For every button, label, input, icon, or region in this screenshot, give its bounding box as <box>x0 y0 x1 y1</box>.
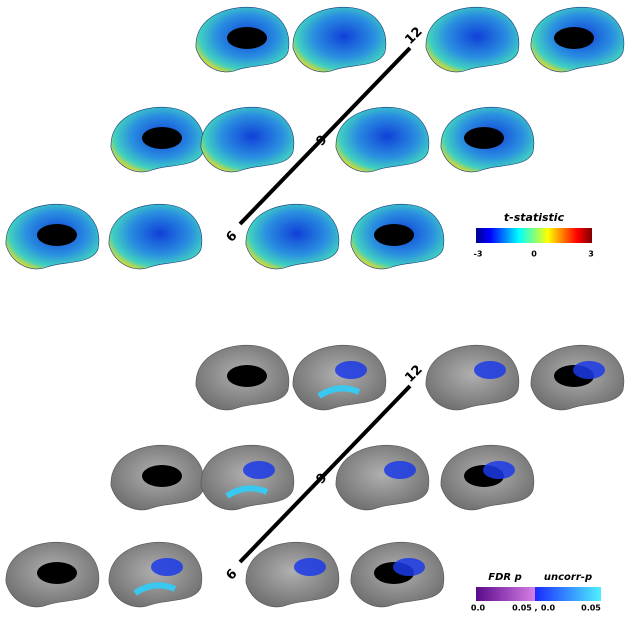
brain-shape <box>133 582 177 596</box>
brain-shape <box>200 444 295 511</box>
brain-shape <box>425 344 520 411</box>
brain-shape <box>245 203 340 270</box>
age-label: 6 <box>223 566 240 583</box>
brain-shape <box>142 127 182 149</box>
brain-shape <box>393 558 425 576</box>
colorbar-tick: 3 <box>588 250 594 259</box>
colorbar <box>476 228 592 243</box>
brain-shape <box>108 541 203 608</box>
brain-shape <box>37 562 77 584</box>
brain-shape <box>483 461 515 479</box>
fdr-colorbar <box>476 587 535 601</box>
legend-tick: 0.0 <box>541 604 556 613</box>
brain-shape <box>37 224 77 246</box>
brain-shape <box>225 485 269 499</box>
brain-shape <box>573 361 605 379</box>
colorbar-tick: 0 <box>531 250 537 259</box>
brain-renderings <box>5 6 625 608</box>
brain-shape <box>292 344 387 411</box>
brain-shape <box>335 106 430 173</box>
brain-shape <box>554 27 594 49</box>
brain-shape <box>317 385 361 399</box>
colorbar-title: t-statistic <box>504 211 565 224</box>
brain-shape <box>108 203 203 270</box>
brain-shape <box>142 465 182 487</box>
brain-shape <box>292 6 387 73</box>
brain-shape <box>474 361 506 379</box>
legend-tick: 0.05 <box>581 604 601 613</box>
brain-shape <box>227 365 267 387</box>
brain-shape <box>374 224 414 246</box>
age-label: 6 <box>223 228 240 245</box>
age-label: 12 <box>402 362 425 385</box>
age-label: 12 <box>402 24 425 47</box>
brain-shape <box>335 444 430 511</box>
brain-shape <box>425 6 520 73</box>
legend-tick: 0.05 <box>512 604 532 613</box>
brain-shape <box>151 558 183 576</box>
age-axis <box>238 46 412 226</box>
uncorr-colorbar <box>535 587 601 601</box>
brain-shape <box>384 461 416 479</box>
legend-tick: 0.0 <box>471 604 486 613</box>
age-axis <box>238 384 412 564</box>
legend-label: FDR p <box>488 572 521 583</box>
brain-shape <box>245 541 340 608</box>
brain-shape <box>335 361 367 379</box>
legend-separator: , <box>534 604 537 613</box>
brain-shape <box>227 27 267 49</box>
colorbar-tick: -3 <box>474 250 483 259</box>
brain-shape <box>294 558 326 576</box>
brain-shape <box>200 106 295 173</box>
brain-shape <box>243 461 275 479</box>
legend-label: uncorr-p <box>544 572 592 583</box>
brain-shape <box>464 127 504 149</box>
